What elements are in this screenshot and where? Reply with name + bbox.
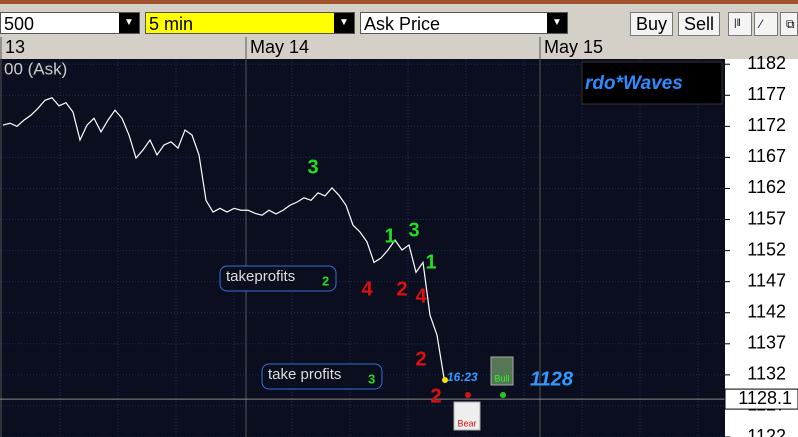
annotation: 2: [396, 278, 407, 300]
price-line: [2, 97, 445, 379]
annotation: 4: [361, 278, 373, 300]
annotation: 2: [415, 348, 426, 370]
take-profit-count: 2: [322, 273, 329, 288]
last-price-box: [724, 388, 798, 410]
take-profit-text: take profits: [268, 366, 341, 383]
chart-title: 00 (Ask): [4, 59, 67, 78]
indicator-name: rdo*Waves: [585, 73, 683, 94]
line-icon[interactable]: ⁄: [754, 12, 778, 36]
y-tick-label: 1172: [747, 115, 786, 135]
annotation: 2: [430, 385, 441, 407]
annotation: 3: [408, 219, 419, 241]
bull-label: Bull: [494, 373, 509, 383]
y-tick-label: 1142: [747, 301, 786, 321]
bull-icon: [490, 356, 514, 386]
interval: 5 min: [149, 14, 194, 34]
y-tick-label: 1132: [747, 364, 786, 384]
dot: [442, 377, 448, 383]
price-type: Ask Price: [364, 14, 441, 34]
annotation: 1: [384, 225, 395, 247]
last-price-label: 1128.1: [738, 388, 792, 408]
take-profit-box: [261, 363, 383, 390]
date-bar: [0, 37, 798, 59]
y-tick-label: 1137: [747, 333, 786, 353]
annotation: 3: [307, 156, 318, 178]
arrow: ▼: [334, 13, 354, 33]
take-profit-box: [219, 265, 337, 292]
x-tick-label: 13: [5, 37, 25, 57]
bear-icon: [453, 401, 481, 431]
bars-icon[interactable]: |‖: [728, 12, 752, 36]
window-icon[interactable]: ⧉: [780, 12, 798, 36]
y-tick-label: 1162: [747, 177, 786, 197]
symbol: 500: [4, 14, 35, 34]
arrow: ▼: [119, 13, 139, 33]
annotation: 4: [415, 285, 427, 307]
sell-button[interactable]: Sell: [678, 12, 721, 36]
annotation: 1128: [530, 368, 574, 390]
chart: 00 (Ask) rdo*Waves 1182 1177 1172 1167 1162 1…: [0, 37, 798, 437]
y-tick-label: 1177: [747, 84, 786, 104]
dot: [500, 392, 506, 398]
annotation: 16:23: [447, 370, 478, 384]
y-tick-label: 1182: [747, 53, 786, 73]
y-tick-label: 1157: [747, 208, 786, 228]
price-select[interactable]: Ask Price ▼: [360, 12, 568, 34]
arrow: ▼: [547, 13, 567, 33]
annotation: 1: [425, 251, 436, 273]
take-profit-count: 3: [368, 371, 375, 386]
dot: [465, 392, 471, 398]
y-tick-label: 1152: [747, 239, 786, 259]
x-tick-label: May 14: [250, 37, 309, 57]
indicator-box: [581, 61, 723, 105]
x-tick-label: May 15: [544, 37, 603, 57]
price-axis: [725, 59, 798, 437]
buy-button[interactable]: Buy: [630, 12, 674, 36]
y-tick-label: 1122: [747, 426, 786, 437]
bear-label: Bear: [457, 418, 476, 428]
take-profit-text: takeprofits: [226, 268, 295, 285]
symbol-select[interactable]: 500 ▼: [0, 12, 140, 34]
y-tick-label: 1147: [747, 270, 786, 290]
toolbar: 500 ▼ 5 min ▼ Ask Price ▼ Buy Sell |‖ ⁄ ⧉: [0, 0, 798, 37]
interval-select[interactable]: 5 min ▼: [145, 12, 355, 34]
y-tick-label: 1167: [747, 146, 786, 166]
